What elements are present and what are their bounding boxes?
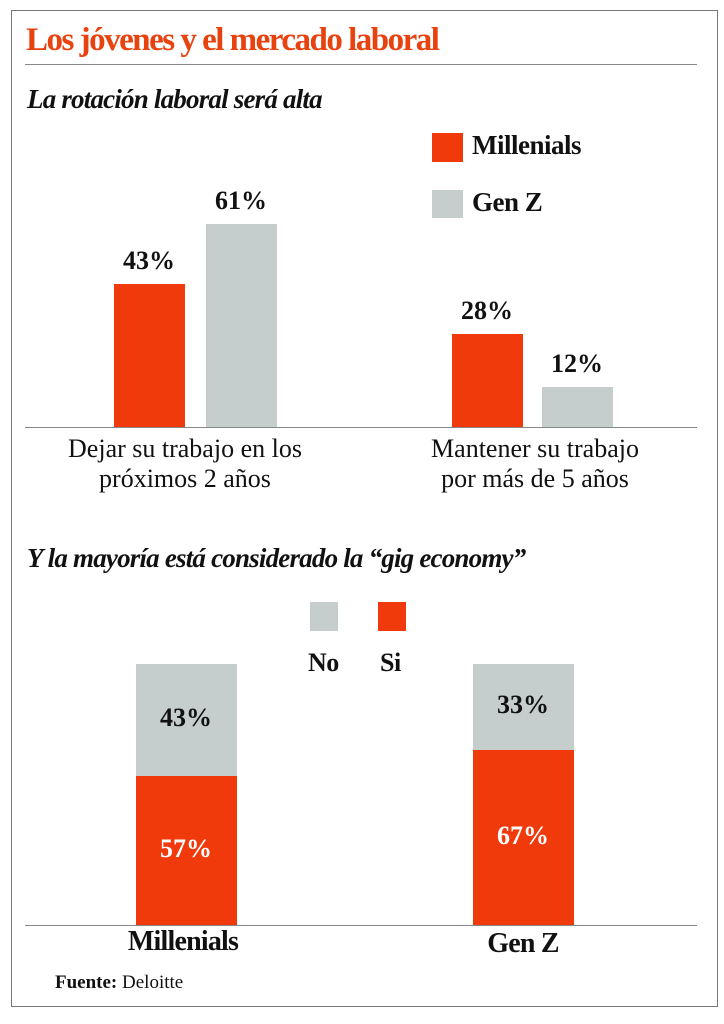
category-line: por más de 5 años xyxy=(441,464,629,493)
chart1-baseline xyxy=(25,427,697,428)
legend-swatch-genz xyxy=(432,190,463,218)
bar-si-value-label: 67% xyxy=(497,820,549,850)
source-value: Deloitte xyxy=(122,972,184,993)
chart2-title: Y la mayoría está considerado la “gig ec… xyxy=(27,543,526,573)
chart2-category-millenials: Millenials xyxy=(127,926,239,957)
bar-value-label: 43% xyxy=(123,245,175,275)
chart1-category-label: Mantener su trabajo por más de 5 años xyxy=(365,434,705,494)
legend-swatch-no xyxy=(310,602,338,631)
title-divider xyxy=(25,64,697,65)
legend-swatch-millenials xyxy=(432,133,463,162)
legend-label-millenials: Millenials xyxy=(472,130,582,160)
source-note: Fuente: Deloitte xyxy=(55,972,183,994)
bar-no xyxy=(473,664,574,751)
bar-si xyxy=(473,750,574,925)
legend-label-genz: Gen Z xyxy=(472,187,543,217)
bar-value-label: 61% xyxy=(215,185,267,215)
source-label: Fuente: xyxy=(55,972,118,993)
infographic-frame xyxy=(11,10,718,1007)
bar-si xyxy=(136,776,237,925)
page-title: Los jóvenes y el mercado laboral xyxy=(26,22,440,58)
bar-value-label: 12% xyxy=(551,349,603,379)
category-line: Mantener su trabajo xyxy=(431,434,639,463)
chart2-baseline xyxy=(25,925,697,926)
bar-genz xyxy=(206,223,277,427)
chart2-category-genz: Gen Z xyxy=(487,928,559,959)
category-line: Dejar su trabajo en los xyxy=(68,434,302,463)
bar-no xyxy=(136,664,237,777)
bar-no-value-label: 33% xyxy=(497,690,549,720)
bar-millenials xyxy=(452,333,523,427)
chart1-title: La rotación laboral será alta xyxy=(27,84,323,114)
bar-genz xyxy=(542,387,613,427)
legend-label-no: No xyxy=(308,648,339,677)
legend-label-si: Si xyxy=(380,648,401,677)
chart1-category-label: Dejar su trabajo en los próximos 2 años xyxy=(15,434,355,494)
bar-value-label: 28% xyxy=(461,295,513,325)
bar-no-value-label: 43% xyxy=(160,703,212,733)
bar-millenials xyxy=(114,283,185,427)
legend-swatch-si xyxy=(378,602,406,631)
bar-si-value-label: 57% xyxy=(160,833,212,863)
category-line: próximos 2 años xyxy=(99,464,271,493)
